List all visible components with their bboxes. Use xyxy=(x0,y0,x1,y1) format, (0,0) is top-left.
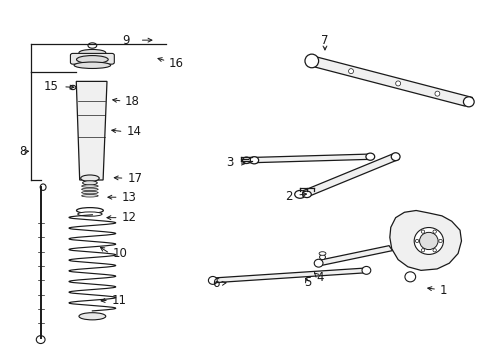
Text: 12: 12 xyxy=(122,211,136,224)
Ellipse shape xyxy=(76,208,103,213)
Ellipse shape xyxy=(78,212,102,216)
Ellipse shape xyxy=(76,55,108,63)
Text: 3: 3 xyxy=(226,156,233,169)
Ellipse shape xyxy=(70,85,76,90)
Ellipse shape xyxy=(79,49,105,56)
Polygon shape xyxy=(212,268,366,283)
Ellipse shape xyxy=(419,232,437,249)
Text: 18: 18 xyxy=(125,95,140,108)
Text: 14: 14 xyxy=(126,125,141,138)
Ellipse shape xyxy=(432,249,435,252)
Ellipse shape xyxy=(88,43,97,48)
Ellipse shape xyxy=(36,336,45,343)
Ellipse shape xyxy=(242,157,250,163)
Ellipse shape xyxy=(361,266,370,274)
Ellipse shape xyxy=(404,272,415,282)
Polygon shape xyxy=(316,246,392,266)
Ellipse shape xyxy=(79,313,105,320)
Ellipse shape xyxy=(81,191,98,194)
Text: 15: 15 xyxy=(43,80,58,93)
Ellipse shape xyxy=(434,91,439,96)
Text: 2: 2 xyxy=(284,190,292,203)
Polygon shape xyxy=(389,211,461,270)
Ellipse shape xyxy=(415,239,418,243)
Text: 10: 10 xyxy=(113,247,127,260)
Ellipse shape xyxy=(438,239,441,243)
Polygon shape xyxy=(76,81,107,180)
Ellipse shape xyxy=(365,153,374,160)
Ellipse shape xyxy=(40,184,46,190)
Text: 9: 9 xyxy=(122,33,130,47)
Text: 13: 13 xyxy=(122,191,136,204)
Text: 17: 17 xyxy=(127,172,142,185)
Text: 4: 4 xyxy=(316,271,324,284)
Ellipse shape xyxy=(319,252,325,255)
Ellipse shape xyxy=(208,276,217,284)
Ellipse shape xyxy=(81,188,98,190)
Ellipse shape xyxy=(319,255,325,260)
Text: 8: 8 xyxy=(19,145,26,158)
Text: 5: 5 xyxy=(304,276,311,289)
Text: 6: 6 xyxy=(211,278,219,291)
Ellipse shape xyxy=(463,97,473,107)
Polygon shape xyxy=(244,154,370,163)
Ellipse shape xyxy=(420,230,424,233)
Ellipse shape xyxy=(395,81,400,86)
Polygon shape xyxy=(300,154,398,197)
Ellipse shape xyxy=(81,185,98,187)
Ellipse shape xyxy=(294,190,305,198)
Ellipse shape xyxy=(348,69,353,74)
Ellipse shape xyxy=(413,228,443,255)
Ellipse shape xyxy=(314,259,323,267)
Ellipse shape xyxy=(82,181,97,185)
Text: 16: 16 xyxy=(168,57,183,70)
Ellipse shape xyxy=(305,54,318,68)
Ellipse shape xyxy=(81,175,99,181)
Ellipse shape xyxy=(432,230,435,233)
Text: 11: 11 xyxy=(112,294,126,307)
FancyBboxPatch shape xyxy=(70,53,114,64)
Ellipse shape xyxy=(249,157,258,164)
Text: 7: 7 xyxy=(321,33,328,47)
Ellipse shape xyxy=(302,191,311,198)
Ellipse shape xyxy=(81,194,98,197)
Text: 1: 1 xyxy=(439,284,446,297)
Ellipse shape xyxy=(74,62,110,68)
Polygon shape xyxy=(307,57,471,106)
Ellipse shape xyxy=(420,249,424,252)
Ellipse shape xyxy=(390,153,399,161)
